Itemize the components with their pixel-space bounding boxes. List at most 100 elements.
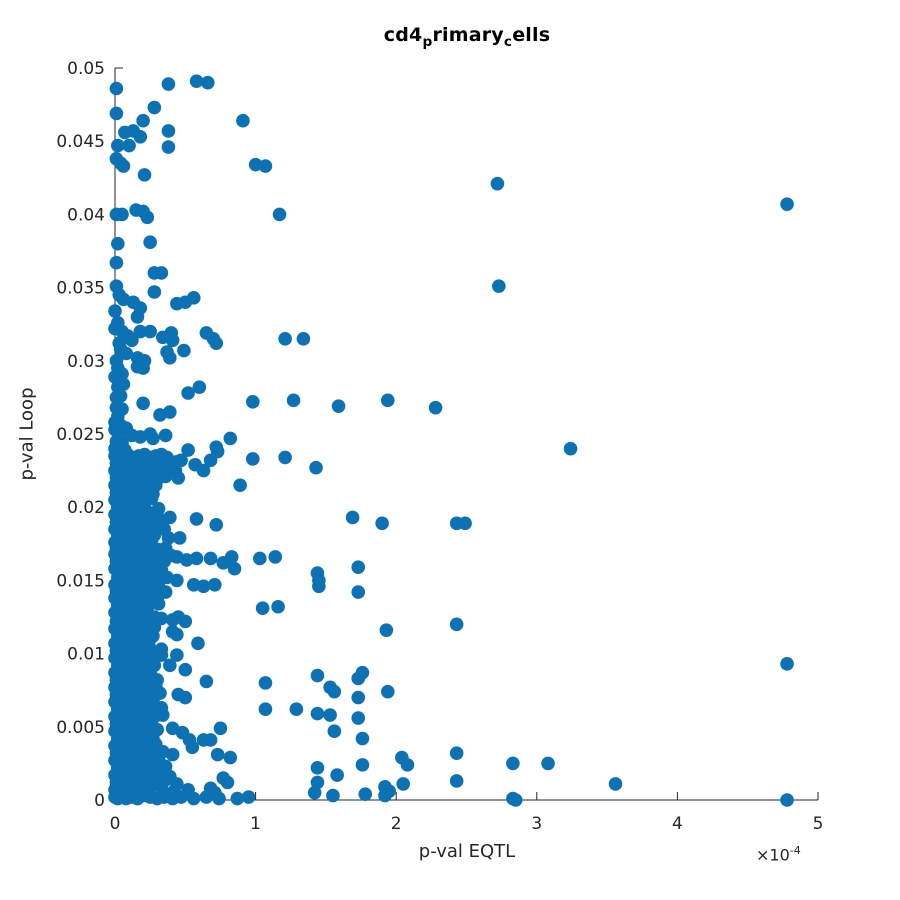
data-point <box>181 443 195 457</box>
data-point <box>189 74 204 88</box>
data-point <box>156 708 170 722</box>
data-point <box>122 138 136 153</box>
x-tick-label: 0 <box>110 814 121 834</box>
data-point <box>380 393 395 408</box>
data-point <box>136 361 150 375</box>
data-point <box>780 793 794 807</box>
data-point <box>223 431 238 446</box>
data-point <box>355 731 370 746</box>
data-point <box>196 463 211 478</box>
data-point <box>125 333 139 348</box>
data-point <box>608 777 623 791</box>
data-point <box>189 512 204 526</box>
data-point <box>296 332 311 346</box>
data-point <box>163 510 177 525</box>
data-point <box>170 573 184 588</box>
data-point <box>307 785 322 800</box>
data-point <box>358 787 373 801</box>
chart-title-part: cd4 <box>383 24 423 46</box>
y-tick-label: 0.005 <box>56 718 105 738</box>
data-point <box>245 452 260 466</box>
data-point <box>780 657 794 671</box>
data-point <box>351 690 366 705</box>
data-point <box>351 671 366 686</box>
data-point <box>209 336 224 351</box>
data-point <box>191 636 205 651</box>
data-point <box>310 775 325 790</box>
data-point <box>208 577 222 592</box>
data-point <box>490 176 505 191</box>
y-axis-label: p-val Loop <box>16 387 38 481</box>
data-point <box>154 648 169 662</box>
data-point <box>163 351 177 365</box>
data-point <box>255 601 270 616</box>
data-point <box>143 235 157 250</box>
data-point <box>286 393 301 408</box>
data-point <box>136 113 150 128</box>
data-point <box>200 75 215 90</box>
y-tick-label: 0.03 <box>67 352 105 372</box>
data-point <box>230 791 245 806</box>
data-point <box>177 343 191 358</box>
data-point <box>119 421 134 435</box>
data-point <box>158 428 173 443</box>
data-point <box>136 396 150 411</box>
data-point <box>178 662 193 677</box>
y-tick-label: 0.045 <box>56 132 105 152</box>
chart-title: cd4primarycells <box>115 24 819 50</box>
data-point <box>109 81 124 96</box>
y-tick-label: 0.01 <box>67 645 105 665</box>
data-point <box>213 721 228 736</box>
data-point <box>158 469 173 484</box>
data-point <box>351 560 366 575</box>
data-point <box>449 746 464 760</box>
data-point <box>449 774 464 788</box>
x-axis-exponent-label: ×10-4 <box>756 844 801 864</box>
x-tick-label: 4 <box>672 814 683 834</box>
data-point <box>253 551 267 566</box>
data-point <box>323 708 337 722</box>
data-point <box>165 333 180 348</box>
data-point <box>351 585 366 599</box>
data-point <box>161 77 176 91</box>
data-point <box>380 684 395 699</box>
data-point <box>210 747 225 762</box>
data-point <box>186 291 201 305</box>
data-point <box>171 471 186 485</box>
data-point <box>199 674 214 689</box>
data-point <box>428 400 443 415</box>
data-point <box>396 777 411 791</box>
data-point <box>345 510 360 525</box>
data-point <box>379 623 394 637</box>
y-tick-label: 0.04 <box>67 205 105 225</box>
data-point <box>241 790 256 804</box>
data-point <box>163 405 177 419</box>
data-point <box>458 516 472 531</box>
data-point <box>233 478 247 493</box>
data-point <box>185 740 200 755</box>
data-point <box>109 255 124 270</box>
data-point <box>170 627 184 642</box>
data-point <box>224 550 239 564</box>
x-axis-exponent-text: -4 <box>789 844 801 857</box>
x-tick-label: 1 <box>250 814 261 834</box>
data-point <box>375 516 389 531</box>
y-tick-label: 0.05 <box>67 59 105 79</box>
data-point <box>378 788 392 803</box>
data-point <box>327 684 342 699</box>
data-point <box>196 579 211 594</box>
data-point <box>330 768 344 782</box>
chart-title-part: rimary <box>432 24 504 46</box>
x-tick-label: 2 <box>391 814 402 834</box>
data-point <box>172 531 187 545</box>
data-point <box>186 791 201 806</box>
data-point <box>400 758 415 772</box>
y-tick-label: 0 <box>94 791 105 811</box>
data-point <box>119 346 134 361</box>
data-point <box>209 517 224 532</box>
data-point <box>258 159 273 173</box>
data-point <box>278 332 292 346</box>
data-point <box>133 130 148 144</box>
data-point <box>115 402 129 416</box>
